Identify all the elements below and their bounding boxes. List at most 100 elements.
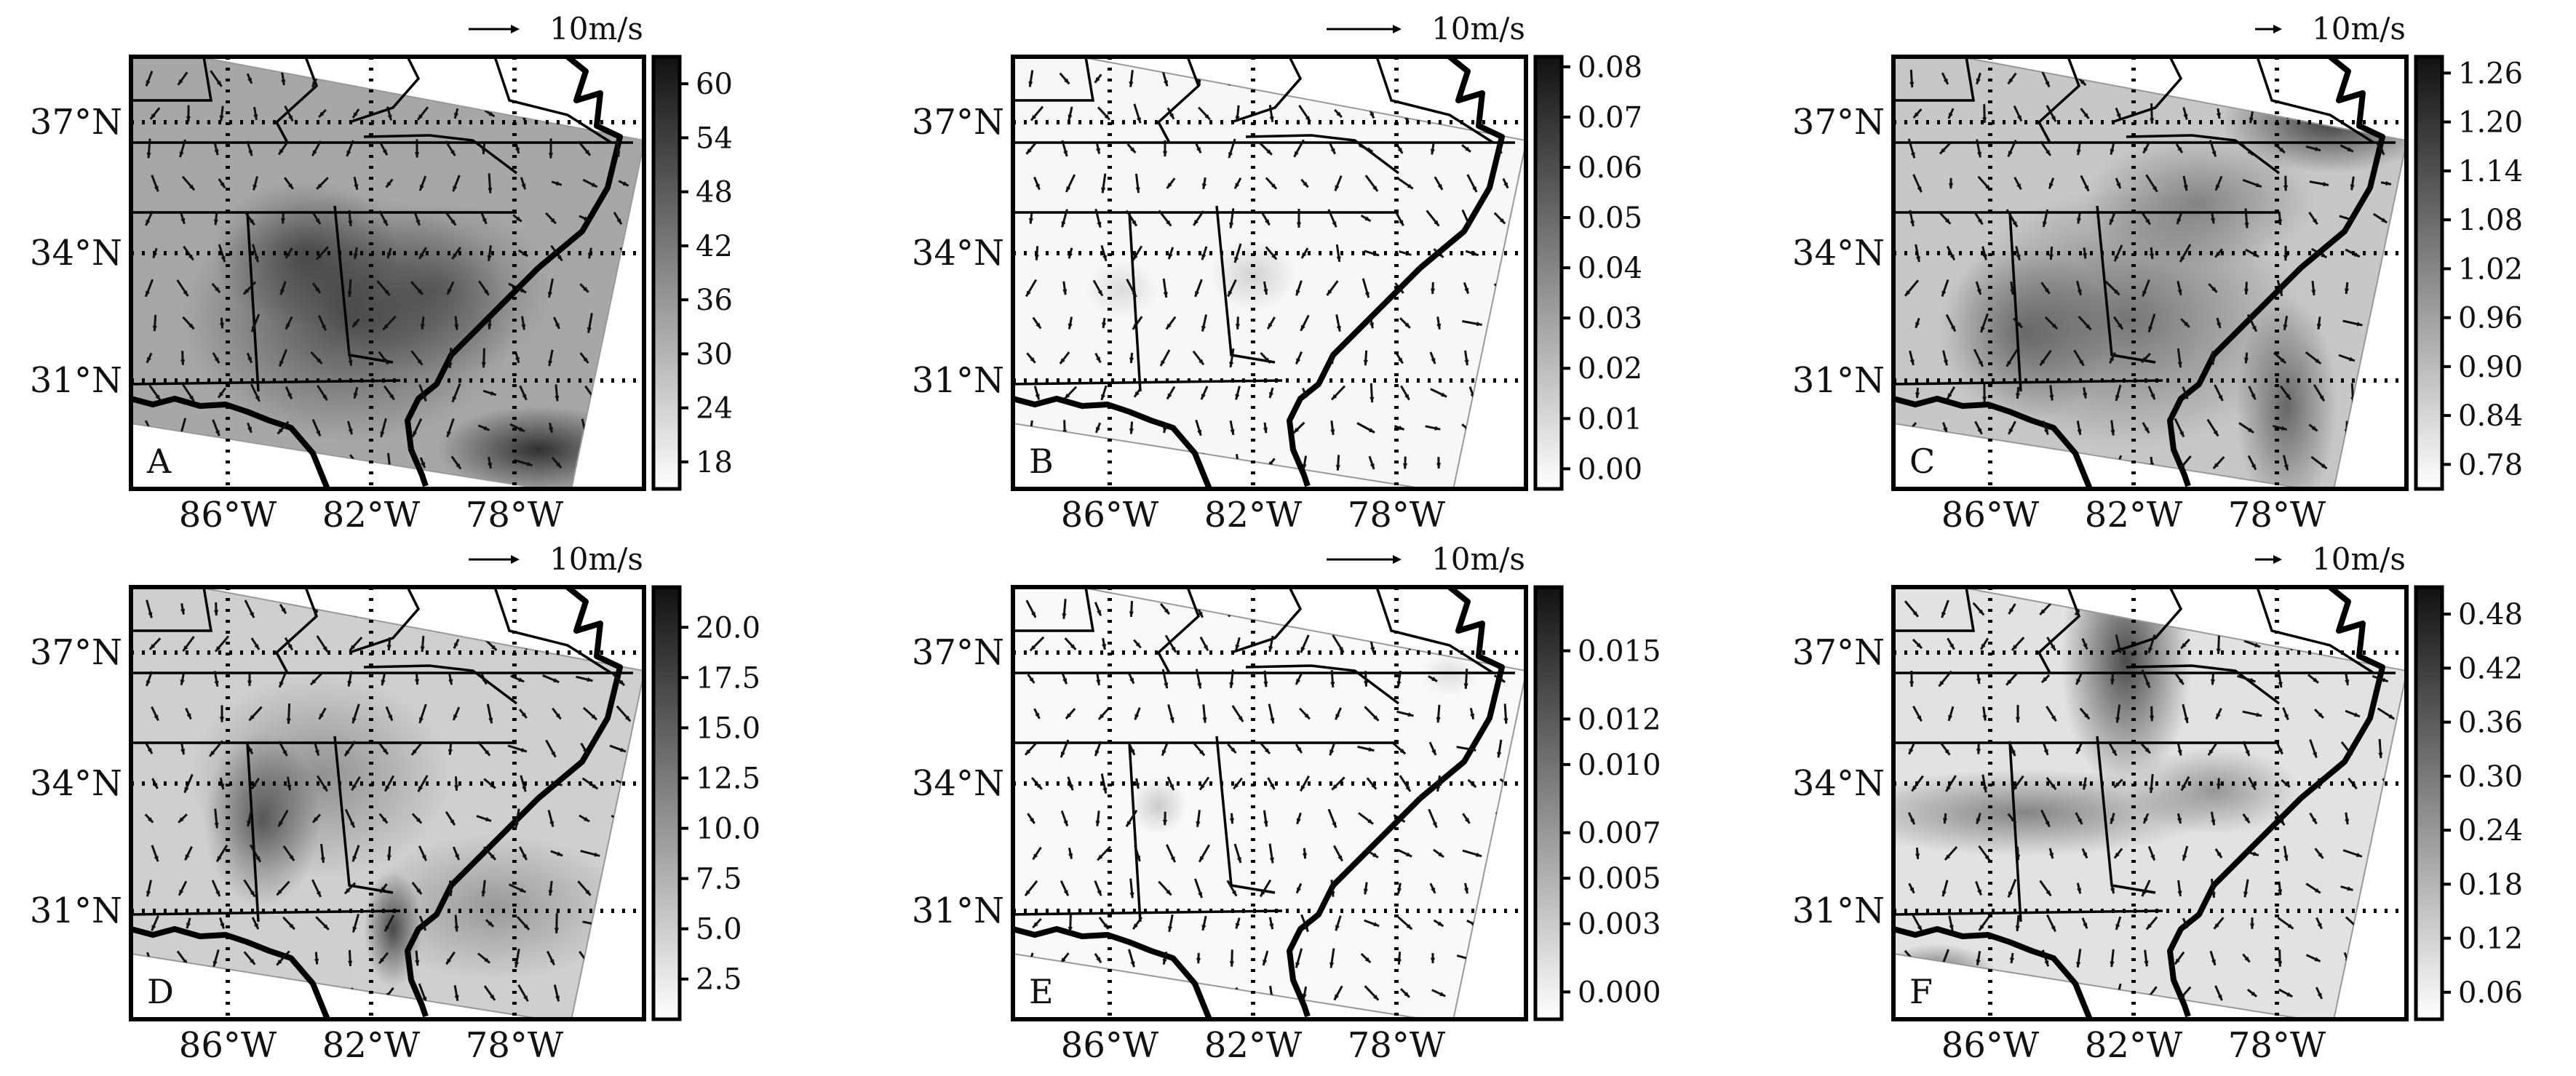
wind-arrow-head — [2245, 750, 2250, 757]
wind-arrow-head — [1464, 817, 1470, 824]
wind-arrow-head — [417, 359, 423, 365]
wind-arrow — [448, 672, 453, 685]
wind-arrow — [1159, 349, 1171, 367]
wind-arrow-head — [484, 957, 490, 963]
wind-arrow-head — [387, 466, 392, 473]
wind-arrow-head — [352, 856, 357, 862]
wind-arrow — [1101, 173, 1107, 194]
wind-arrow — [580, 742, 589, 755]
wind-arrow-head — [522, 853, 527, 860]
wind-arrow — [1974, 421, 1983, 435]
wind-arrow — [279, 281, 287, 295]
wind-arrow — [2274, 810, 2286, 826]
wind-arrow-head — [1293, 427, 1300, 434]
wind-arrow-head — [2278, 748, 2283, 754]
wind-arrow-head — [2251, 325, 2257, 332]
wind-arrow-head — [587, 677, 593, 682]
wind-arrow-head — [1197, 682, 1202, 689]
wind-arrow-head — [2180, 256, 2185, 263]
wind-arrow — [1098, 457, 1110, 469]
wind-arrow-head — [1334, 994, 1339, 1000]
wind-arrow-head — [2016, 322, 2023, 328]
wind-arrow-head — [2146, 610, 2151, 617]
wind-arrow — [2208, 283, 2218, 293]
wind-arrow-head — [319, 713, 324, 720]
wind-arrow — [1164, 634, 1177, 653]
wind-arrow — [1166, 386, 1176, 400]
wind-arrow — [1501, 454, 1510, 471]
wind-arrow-head — [2077, 429, 2082, 435]
wind-arrow-head — [1132, 291, 1137, 298]
wind-arrow-head — [2323, 181, 2329, 187]
wind-arrow-head — [2115, 463, 2120, 470]
wind-arrow — [148, 637, 162, 650]
wind-arrow — [1330, 420, 1335, 436]
wind-arrow-head — [1941, 890, 1947, 897]
wind-arrow-head — [421, 924, 426, 930]
wind-arrow-head — [1062, 430, 1068, 436]
wind-arrow-head — [2012, 221, 2018, 228]
wind-arrow — [1064, 455, 1077, 471]
wind-arrow — [2214, 384, 2224, 402]
wind-arrow — [248, 706, 263, 722]
wind-arrow — [478, 280, 490, 296]
wind-arrow-head — [2008, 428, 2014, 434]
wind-arrow — [386, 247, 392, 259]
wind-arrow-head — [2251, 463, 2256, 470]
wind-arrow — [420, 635, 425, 653]
wind-arrow — [2177, 741, 2182, 756]
wind-arrow — [477, 424, 490, 431]
wind-arrow — [318, 707, 327, 720]
wind-arrow-head — [149, 644, 156, 650]
wind-arrow-head — [1068, 853, 1073, 859]
wind-arrow — [1094, 880, 1102, 896]
wind-arrow — [1300, 178, 1309, 188]
wind-arrow-head — [1368, 78, 1375, 83]
wind-arrow — [1193, 210, 1204, 226]
wind-arrow — [1431, 989, 1446, 997]
wind-arrow-head — [215, 287, 220, 293]
wind-arrow — [519, 846, 528, 861]
wind-arrow-head — [1434, 607, 1440, 612]
wind-arrow-head — [148, 429, 153, 435]
wind-arrow — [2046, 988, 2056, 998]
wind-arrow-head — [152, 325, 157, 332]
wind-arrow — [1263, 70, 1268, 87]
wind-arrow-head — [287, 393, 292, 399]
wind-arrow-head — [523, 924, 530, 930]
wind-arrow — [1939, 741, 1951, 756]
wind-arrow — [2082, 247, 2088, 259]
wind-arrow-head — [178, 79, 183, 85]
wind-arrow — [2115, 704, 2121, 723]
coastline — [1013, 396, 1212, 489]
wind-arrow — [520, 775, 527, 792]
wind-arrow — [250, 314, 261, 332]
wind-arrow — [2046, 914, 2056, 933]
wind-arrow-head — [1163, 292, 1168, 298]
wind-arrow-head — [287, 183, 293, 189]
wind-arrow-head — [1162, 427, 1168, 433]
wind-arrow-head — [180, 749, 186, 755]
wind-arrow-head — [514, 147, 520, 154]
wind-arrow-head — [591, 182, 597, 187]
coastline — [2299, 587, 2385, 801]
wind-arrow-head — [1129, 357, 1134, 364]
wind-arrow-head — [1980, 326, 1985, 332]
wind-arrow — [185, 457, 192, 469]
wind-arrow-head — [2214, 610, 2219, 617]
wind-arrow-head — [1201, 925, 1206, 930]
wind-arrow-head — [1062, 613, 1067, 619]
wind-arrow — [1330, 880, 1335, 897]
wind-arrow — [2215, 707, 2222, 720]
wind-arrow-head — [188, 254, 194, 260]
state-boundary — [2008, 742, 2022, 922]
wind-arrow-head — [1944, 749, 1950, 755]
wind-arrow — [1330, 385, 1346, 401]
wind-arrow — [1025, 142, 1037, 155]
wind-arrow — [1907, 812, 1916, 825]
wind-arrow — [1948, 178, 1954, 189]
field-blob — [2235, 297, 2337, 489]
wind-arrow-head — [1229, 222, 1234, 228]
wind-arrow — [2345, 709, 2361, 718]
wind-arrow — [1975, 281, 1982, 295]
